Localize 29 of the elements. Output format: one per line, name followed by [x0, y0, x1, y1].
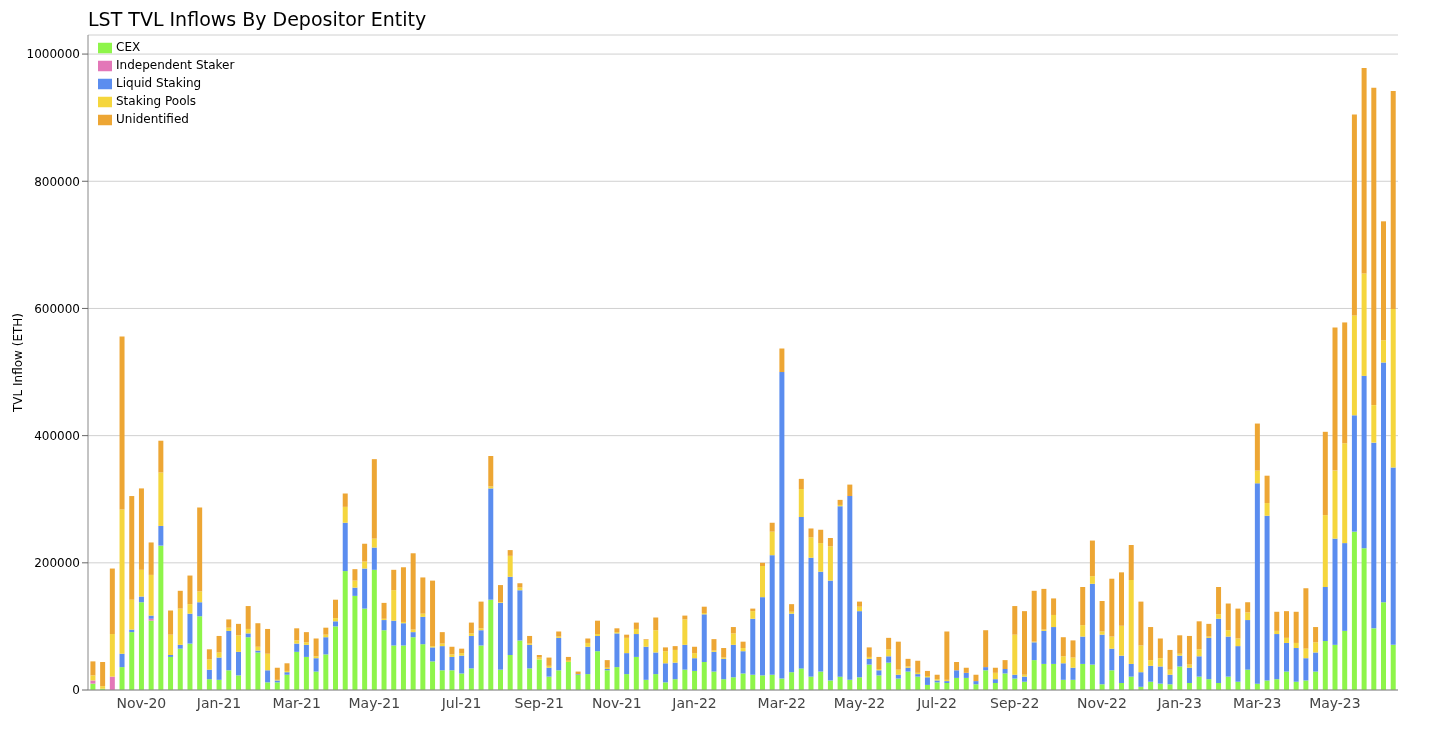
x-tick-label: Sep-22	[990, 694, 1040, 711]
x-tick-label: Jul-22	[916, 694, 957, 711]
y-tick-label: 800000	[34, 174, 80, 189]
x-tick-label: Sep-21	[514, 694, 564, 711]
legend-label: Liquid Staking	[116, 76, 202, 90]
legend-label: Staking Pools	[116, 94, 197, 108]
legend-label: CEX	[116, 40, 141, 54]
x-tick-label: Mar-22	[757, 694, 807, 711]
legend-label: Unidentified	[116, 112, 189, 126]
x-tick-label: Nov-21	[591, 694, 642, 711]
x-tick-label: Jan-22	[671, 694, 717, 711]
y-tick-label: 0	[72, 683, 80, 698]
y-tick-label: 200000	[34, 556, 80, 571]
x-tick-label: Jul-21	[440, 694, 482, 711]
y-tick-label: 1000000	[26, 47, 80, 62]
x-tick-label: Nov-22	[1077, 694, 1127, 711]
x-tick-label: May-22	[833, 694, 886, 711]
x-tick-label: Nov-20	[116, 694, 167, 711]
x-tick-label: Mar-23	[1233, 694, 1282, 711]
x-tick-label: Mar-21	[272, 694, 321, 711]
y-tick-label: 600000	[34, 301, 80, 316]
x-tick-label: Jan-23	[1156, 694, 1202, 711]
legend-label: Independent Staker	[116, 58, 235, 72]
y-tick-label: 400000	[34, 428, 80, 443]
x-tick-label: May-21	[348, 694, 401, 711]
y-axis-title: TVL Inflow (ETH)	[11, 312, 26, 414]
chart-title: LST TVL Inflows By Depositor Entity	[88, 8, 428, 30]
x-tick-label: May-23	[1309, 694, 1361, 711]
x-tick-label: Jan-21	[195, 694, 242, 711]
